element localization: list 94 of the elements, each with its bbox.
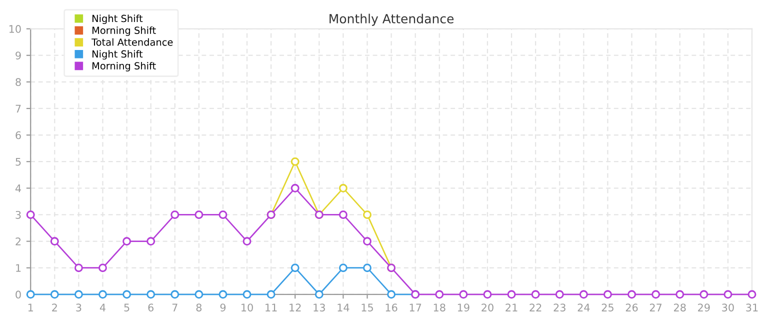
legend-label: Night Shift — [92, 14, 143, 24]
legend-label: Total Attendance — [92, 38, 173, 46]
chart-title: Monthly Attendance — [330, 14, 454, 26]
x-tick-label: 20 — [482, 304, 494, 312]
x-tick-label: 10 — [242, 304, 253, 312]
point — [266, 290, 276, 299]
point — [748, 290, 756, 299]
x-tick-label: 3 — [76, 304, 82, 312]
y-tick-label: 2 — [16, 238, 21, 246]
x-tick-label: 24 — [578, 304, 590, 312]
point — [194, 290, 204, 299]
x-tick-label: 17 — [410, 304, 422, 312]
point — [314, 290, 324, 299]
x-tick-label: 29 — [698, 304, 710, 312]
point — [579, 290, 588, 299]
x-tick-label: 13 — [314, 304, 325, 312]
point — [194, 210, 204, 219]
point — [122, 290, 132, 299]
x-tick-label: 1 — [28, 304, 33, 312]
x-tick-label: 23 — [554, 304, 566, 312]
y-tick-label: 1 — [16, 264, 21, 272]
y-tick-label: 9 — [16, 52, 21, 60]
y-tick-label: 10 — [9, 25, 21, 33]
point — [242, 237, 252, 246]
point — [676, 290, 684, 299]
point — [98, 290, 107, 299]
point — [459, 290, 468, 299]
legend-label: Morning Shift — [92, 26, 156, 36]
x-tick-label: 21 — [506, 304, 518, 312]
x-tick-label: 19 — [458, 304, 470, 312]
point — [724, 290, 732, 299]
point — [531, 290, 540, 299]
x-tick-label: 27 — [650, 304, 662, 312]
legend-label: Morning Shift — [92, 62, 156, 72]
point — [122, 237, 132, 246]
x-tick-label: 6 — [148, 304, 154, 312]
point — [363, 264, 372, 272]
y-tick-label: 6 — [16, 131, 21, 140]
point — [146, 237, 156, 246]
x-tick-label: 4 — [100, 304, 106, 312]
point — [50, 290, 59, 299]
x-tick-label: 8 — [196, 304, 202, 312]
x-tick-label: 25 — [602, 304, 614, 312]
x-tick-label: 2 — [52, 304, 57, 312]
y-tick-label: 7 — [16, 104, 21, 112]
point — [218, 290, 228, 299]
point — [98, 264, 107, 272]
point — [338, 264, 348, 272]
x-tick-label: 31 — [746, 304, 758, 312]
x-tick-label: 15 — [362, 304, 373, 312]
x-tick-label: 14 — [338, 304, 350, 312]
point — [363, 210, 372, 219]
y-tick-label: 8 — [16, 78, 21, 86]
y-tick-label: 5 — [16, 158, 21, 166]
x-tick-label: 16 — [386, 304, 398, 312]
point — [507, 290, 516, 299]
legend-label: Night Shift — [92, 50, 143, 60]
point — [338, 210, 348, 219]
point — [700, 290, 708, 299]
point — [603, 290, 612, 299]
point — [483, 290, 492, 299]
point — [242, 290, 252, 299]
point — [290, 184, 300, 192]
point — [290, 157, 300, 166]
point — [218, 210, 228, 219]
x-tick-label: 30 — [722, 304, 734, 312]
point — [26, 290, 35, 299]
point — [146, 290, 156, 299]
x-tick-label: 7 — [172, 304, 178, 312]
x-tick-label: 5 — [124, 304, 130, 312]
point — [170, 290, 180, 299]
x-tick-label: 26 — [626, 304, 638, 312]
point — [387, 290, 396, 299]
point — [170, 210, 180, 219]
y-tick-label: 3 — [16, 210, 21, 219]
point — [50, 237, 59, 246]
point — [26, 210, 35, 219]
y-tick-label: 4 — [15, 184, 21, 192]
point — [74, 264, 83, 272]
x-tick-label: 18 — [434, 304, 446, 312]
x-tick-label: 11 — [266, 304, 277, 312]
point — [435, 290, 444, 299]
point — [363, 237, 372, 246]
x-tick-label: 9 — [220, 304, 226, 312]
y-tick-label: 0 — [16, 290, 21, 299]
point — [338, 184, 348, 192]
point — [628, 290, 636, 299]
x-tick-label: 28 — [674, 304, 686, 312]
point — [290, 264, 300, 272]
x-tick-label: 22 — [530, 304, 542, 312]
point — [555, 290, 564, 299]
point — [74, 290, 83, 299]
x-tick-label: 12 — [290, 304, 301, 312]
point — [652, 290, 660, 299]
